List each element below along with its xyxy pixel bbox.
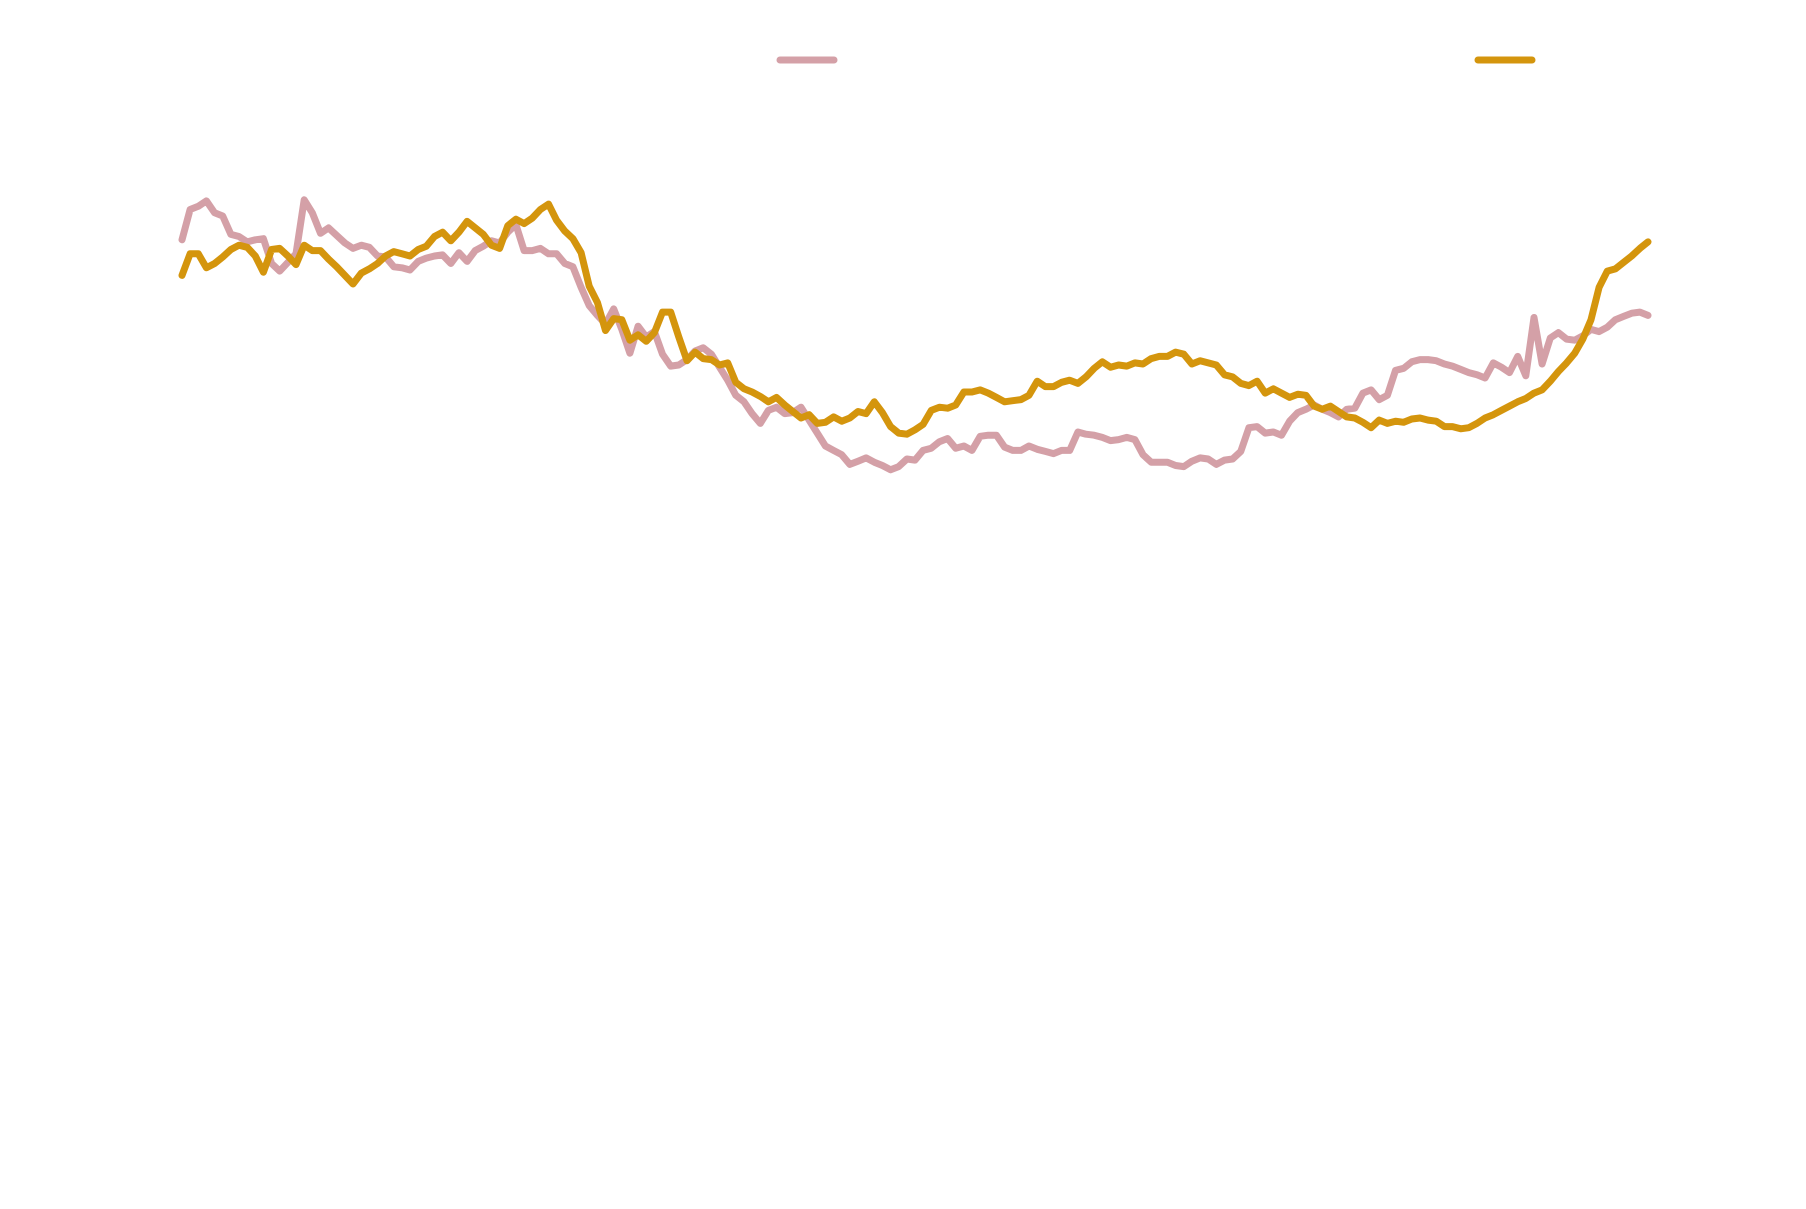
series-1-line: [178, 196, 1652, 474]
plot-area: [178, 196, 1652, 474]
series-2-line: [178, 200, 1652, 438]
